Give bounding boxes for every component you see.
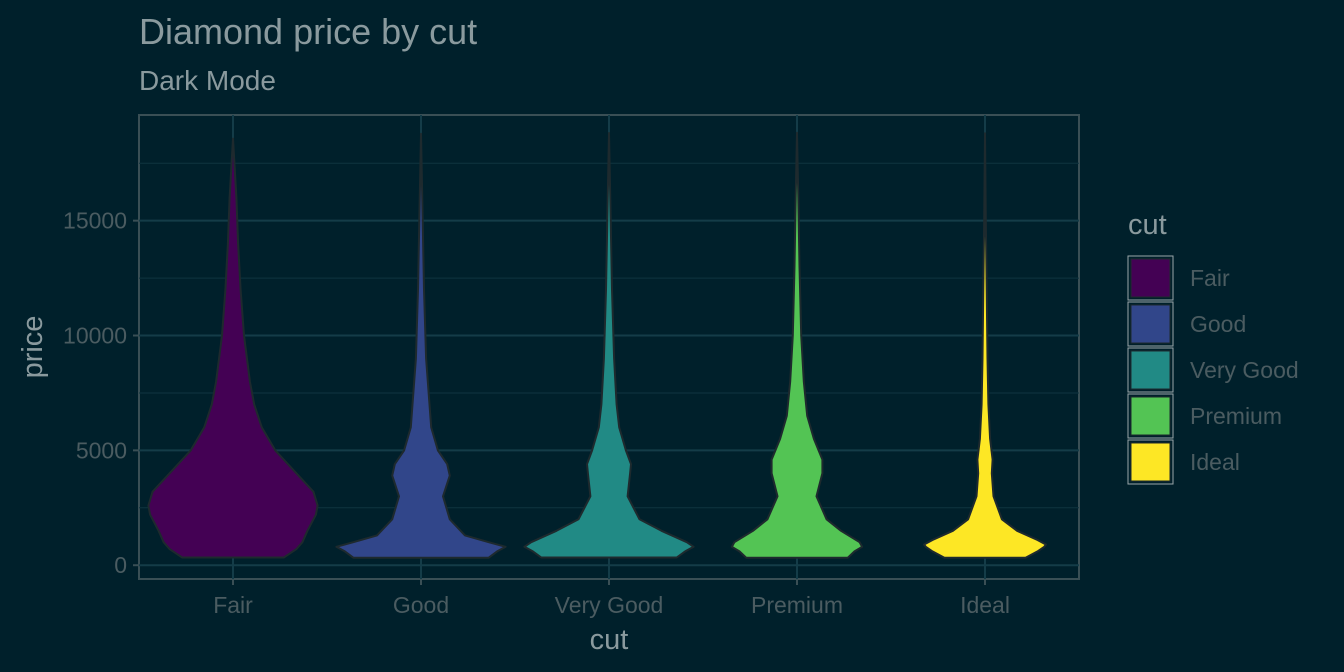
x-tick-label: Very Good	[555, 592, 664, 618]
legend: cut Fair Good Very Good Premium Ideal	[1127, 209, 1299, 485]
y-tick-label: 10000	[63, 323, 127, 349]
legend-swatch	[1130, 442, 1171, 482]
violins	[147, 131, 1047, 559]
x-axis-title: cut	[590, 624, 629, 656]
violin-good	[335, 132, 507, 559]
y-tick-label: 5000	[76, 437, 127, 463]
legend-swatch	[1130, 258, 1171, 298]
chart-title: Diamond price by cut	[139, 11, 477, 52]
legend-swatch	[1130, 350, 1171, 390]
violin-very-good	[523, 132, 695, 559]
x-axis-ticks: Fair Good Very Good Premium Ideal	[213, 579, 1010, 618]
legend-swatch	[1130, 304, 1171, 344]
legend-title: cut	[1128, 209, 1167, 241]
legend-label: Premium	[1190, 403, 1282, 429]
x-tick-label: Premium	[751, 592, 843, 618]
violin-ideal	[923, 132, 1047, 559]
y-tick-label: 0	[114, 552, 127, 578]
legend-label: Fair	[1190, 265, 1230, 291]
legend-label: Ideal	[1190, 449, 1240, 475]
violin-premium	[730, 131, 864, 559]
legend-label: Very Good	[1190, 357, 1299, 383]
y-axis-ticks: 0 5000 10000 15000	[63, 208, 139, 578]
x-tick-label: Fair	[213, 592, 253, 618]
x-tick-label: Good	[393, 592, 449, 618]
violin-fair	[147, 137, 319, 559]
legend-swatch	[1130, 396, 1171, 436]
chart-subtitle: Dark Mode	[139, 65, 276, 96]
y-axis-title: price	[17, 316, 49, 379]
legend-label: Good	[1190, 311, 1246, 337]
y-tick-label: 15000	[63, 208, 127, 234]
x-tick-label: Ideal	[960, 592, 1010, 618]
